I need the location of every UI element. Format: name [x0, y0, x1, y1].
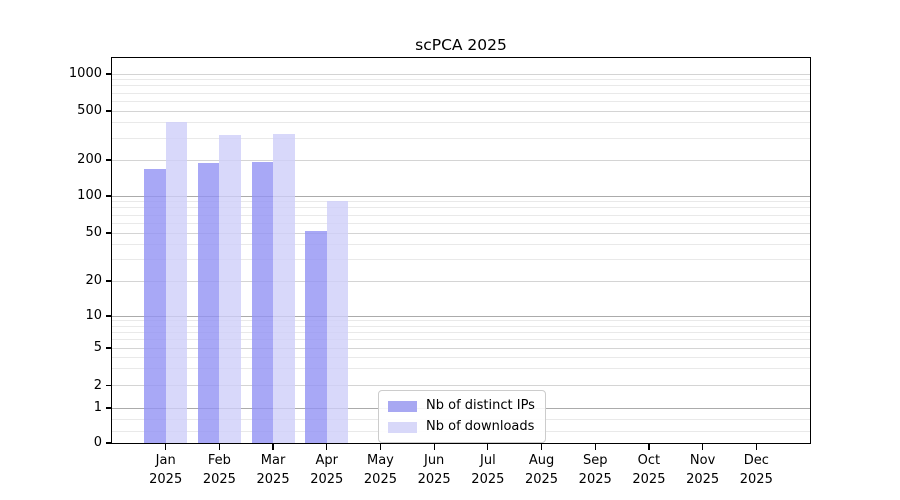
bar-nb-of-distinct-ips-mar-2025 [251, 161, 274, 443]
x-tick-label-jan-2025: Jan 2025 [149, 453, 183, 487]
y-tick-mark-200 [106, 159, 112, 161]
x-tick-label-apr-2025: Apr 2025 [310, 453, 344, 487]
bar-nb-of-downloads-jan-2025 [165, 121, 188, 443]
y-tick-mark-50 [106, 232, 112, 234]
x-tick-mark-aug-2025 [540, 444, 543, 450]
y-tick-mark-500 [106, 110, 112, 112]
y-tick-label-1: 1 [93, 400, 102, 415]
plot-area: Nb of distinct IPs Nb of downloads [111, 57, 811, 444]
gridline-minor-9 [112, 320, 810, 322]
x-tick-label-jul-2025: Jul 2025 [471, 453, 505, 487]
x-tick-label-sep-2025: Sep 2025 [578, 453, 612, 487]
gridline-minor-4 [112, 356, 810, 358]
y-tick-label-200: 200 [77, 152, 102, 167]
x-tick-mark-sep-2025 [594, 444, 596, 450]
gridline-y-5 [112, 347, 810, 349]
x-tick-label-dec-2025: Dec 2025 [739, 453, 773, 487]
y-tick-label-5: 5 [93, 340, 102, 355]
x-tick-mark-oct-2025 [648, 444, 650, 450]
y-tick-mark-2 [106, 384, 112, 387]
y-tick-mark-10 [106, 315, 112, 317]
gridline-minor-900 [112, 79, 810, 81]
y-tick-label-2: 2 [93, 377, 102, 393]
gridline-y-200 [112, 159, 810, 161]
x-tick-label-mar-2025: Mar 2025 [256, 453, 290, 487]
y-tick-label-500: 500 [77, 103, 102, 118]
x-tick-mark-jun-2025 [433, 444, 435, 450]
x-tick-label-oct-2025: Oct 2025 [632, 453, 666, 487]
gridline-major-y-100 [112, 195, 810, 197]
legend-label-downloads: Nb of downloads [426, 419, 535, 434]
x-tick-label-jun-2025: Jun 2025 [417, 453, 451, 487]
gridline-minor-300 [112, 137, 810, 139]
gridline-minor-600 [112, 100, 810, 102]
x-tick-label-may-2025: May 2025 [363, 453, 397, 487]
x-tick-label-nov-2025: Nov 2025 [686, 453, 720, 487]
bar-nb-of-distinct-ips-feb-2025 [197, 163, 220, 443]
chart-title: scPCA 2025 [415, 36, 507, 54]
gridline-major-y-10 [112, 315, 810, 317]
x-tick-label-aug-2025: Aug 2025 [524, 453, 559, 487]
gridline-y-20 [112, 280, 810, 282]
bar-nb-of-downloads-mar-2025 [273, 134, 295, 443]
x-tick-mark-jan-2025 [165, 444, 167, 450]
gridline-minor-7 [112, 331, 810, 333]
gridline-y-500 [112, 110, 810, 112]
legend-label-distinct-ips: Nb of distinct IPs [426, 398, 535, 413]
x-tick-mark-mar-2025 [272, 444, 274, 450]
gridline-y-50 [112, 232, 810, 234]
x-tick-mark-nov-2025 [702, 444, 704, 450]
y-tick-mark-100 [106, 195, 112, 197]
bar-nb-of-downloads-apr-2025 [326, 201, 349, 443]
gridline-minor-8 [112, 325, 810, 327]
gridline-minor-80 [112, 207, 810, 209]
y-tick-label-50: 50 [85, 225, 102, 240]
x-tick-mark-dec-2025 [755, 444, 757, 450]
y-tick-label-10: 10 [85, 308, 102, 323]
gridline-minor-400 [112, 122, 810, 124]
gridline-minor-3 [112, 368, 810, 370]
y-tick-mark-20 [106, 280, 112, 282]
x-tick-mark-apr-2025 [326, 444, 328, 450]
bar-nb-of-distinct-ips-jan-2025 [144, 169, 166, 443]
y-tick-mark-1000 [106, 73, 112, 75]
y-tick-label-100: 100 [77, 188, 102, 203]
gridline-minor-700 [112, 92, 810, 94]
gridline-y-1000 [112, 73, 810, 75]
x-tick-label-feb-2025: Feb 2025 [202, 453, 236, 487]
y-tick-label-0: 0 [93, 435, 102, 450]
legend-swatch-downloads [388, 421, 417, 433]
gridline-minor-90 [112, 201, 810, 203]
y-tick-mark-0 [106, 442, 112, 444]
legend-swatch-distinct-ips [388, 400, 417, 412]
legend: Nb of distinct IPs Nb of downloads [378, 390, 546, 443]
gridline-minor-30 [112, 259, 810, 261]
y-tick-mark-1 [106, 407, 112, 409]
legend-item-downloads: Nb of downloads [388, 419, 535, 435]
gridline-minor-800 [112, 85, 810, 87]
gridline-minor-60 [112, 222, 810, 224]
bar-nb-of-distinct-ips-apr-2025 [305, 230, 327, 443]
bar-nb-of-downloads-feb-2025 [219, 135, 241, 443]
x-tick-mark-jul-2025 [487, 444, 489, 450]
y-tick-label-20: 20 [85, 273, 102, 288]
y-tick-label-1000: 1000 [68, 66, 102, 81]
gridline-y-2 [112, 385, 810, 386]
gridline-minor-70 [112, 214, 810, 216]
y-tick-mark-5 [106, 347, 112, 349]
x-tick-mark-feb-2025 [218, 444, 220, 450]
legend-item-distinct-ips: Nb of distinct IPs [388, 398, 535, 414]
x-tick-mark-may-2025 [379, 444, 382, 450]
gridline-minor-40 [112, 244, 810, 246]
gridline-minor-6 [112, 339, 810, 341]
